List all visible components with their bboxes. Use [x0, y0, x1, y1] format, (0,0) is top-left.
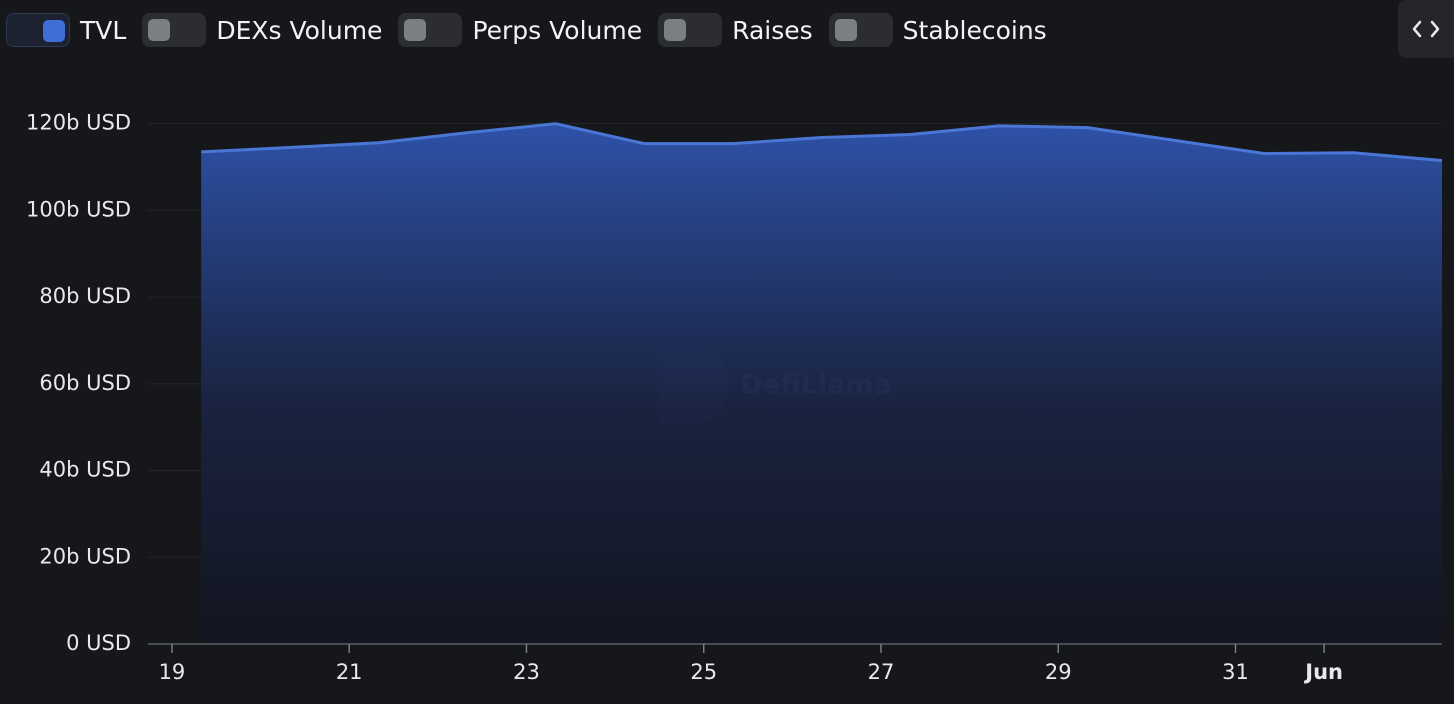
toggle-knob	[664, 19, 687, 41]
x-tick-label: 27	[868, 660, 895, 684]
toggle-knob	[43, 20, 65, 42]
toggle-knob	[834, 19, 857, 41]
toggle-label: DEXs Volume	[216, 15, 383, 45]
x-tick-label: 21	[336, 660, 363, 684]
x-tick-label: 23	[513, 660, 540, 684]
toggle-switch[interactable]	[6, 13, 70, 47]
metric-toggle[interactable]: Perps Volume	[398, 13, 642, 47]
embed-icon	[1412, 20, 1440, 38]
toggle-label: TVL	[80, 15, 127, 45]
toggle-switch[interactable]	[658, 13, 723, 47]
toggle-switch[interactable]	[828, 13, 893, 47]
toggle-switch[interactable]	[398, 13, 463, 47]
x-tick-label: 25	[690, 660, 717, 684]
toggle-knob	[404, 19, 427, 41]
toggle-label: Perps Volume	[472, 15, 643, 45]
watermark-text: DefiLlama	[740, 370, 892, 401]
y-tick-label: 40b USD	[39, 458, 131, 482]
toggle-label: Stablecoins	[902, 15, 1047, 45]
y-tick-label: 60b USD	[39, 371, 131, 395]
y-tick-label: 100b USD	[26, 197, 131, 221]
watermark: DefiLlama	[658, 346, 892, 424]
x-tick-label: 29	[1045, 660, 1072, 684]
toggle-switch[interactable]	[142, 13, 207, 47]
embed-button[interactable]	[1398, 0, 1454, 58]
area-fill	[201, 123, 1442, 645]
metric-toggle[interactable]: Raises	[658, 13, 813, 47]
y-tick-label: 20b USD	[39, 544, 131, 568]
area-line	[201, 122, 1443, 163]
metric-toggle[interactable]: TVL	[6, 13, 126, 47]
metric-toggles: TVL DEXs Volume Perps Volume Raises Stableco…	[6, 12, 1063, 48]
y-tick-label: 80b USD	[39, 284, 131, 308]
x-tick-label: 31	[1222, 660, 1249, 684]
toggle-label: Raises	[732, 15, 813, 45]
metric-toggle[interactable]: Stablecoins	[828, 13, 1047, 47]
metric-toggle[interactable]: DEXs Volume	[142, 13, 382, 47]
toggle-knob	[148, 19, 171, 41]
y-tick-label: 120b USD	[26, 111, 131, 135]
x-tick-label: 19	[159, 660, 186, 684]
y-tick-label: 0 USD	[66, 631, 131, 655]
x-tick-label: Jun	[1303, 660, 1343, 684]
